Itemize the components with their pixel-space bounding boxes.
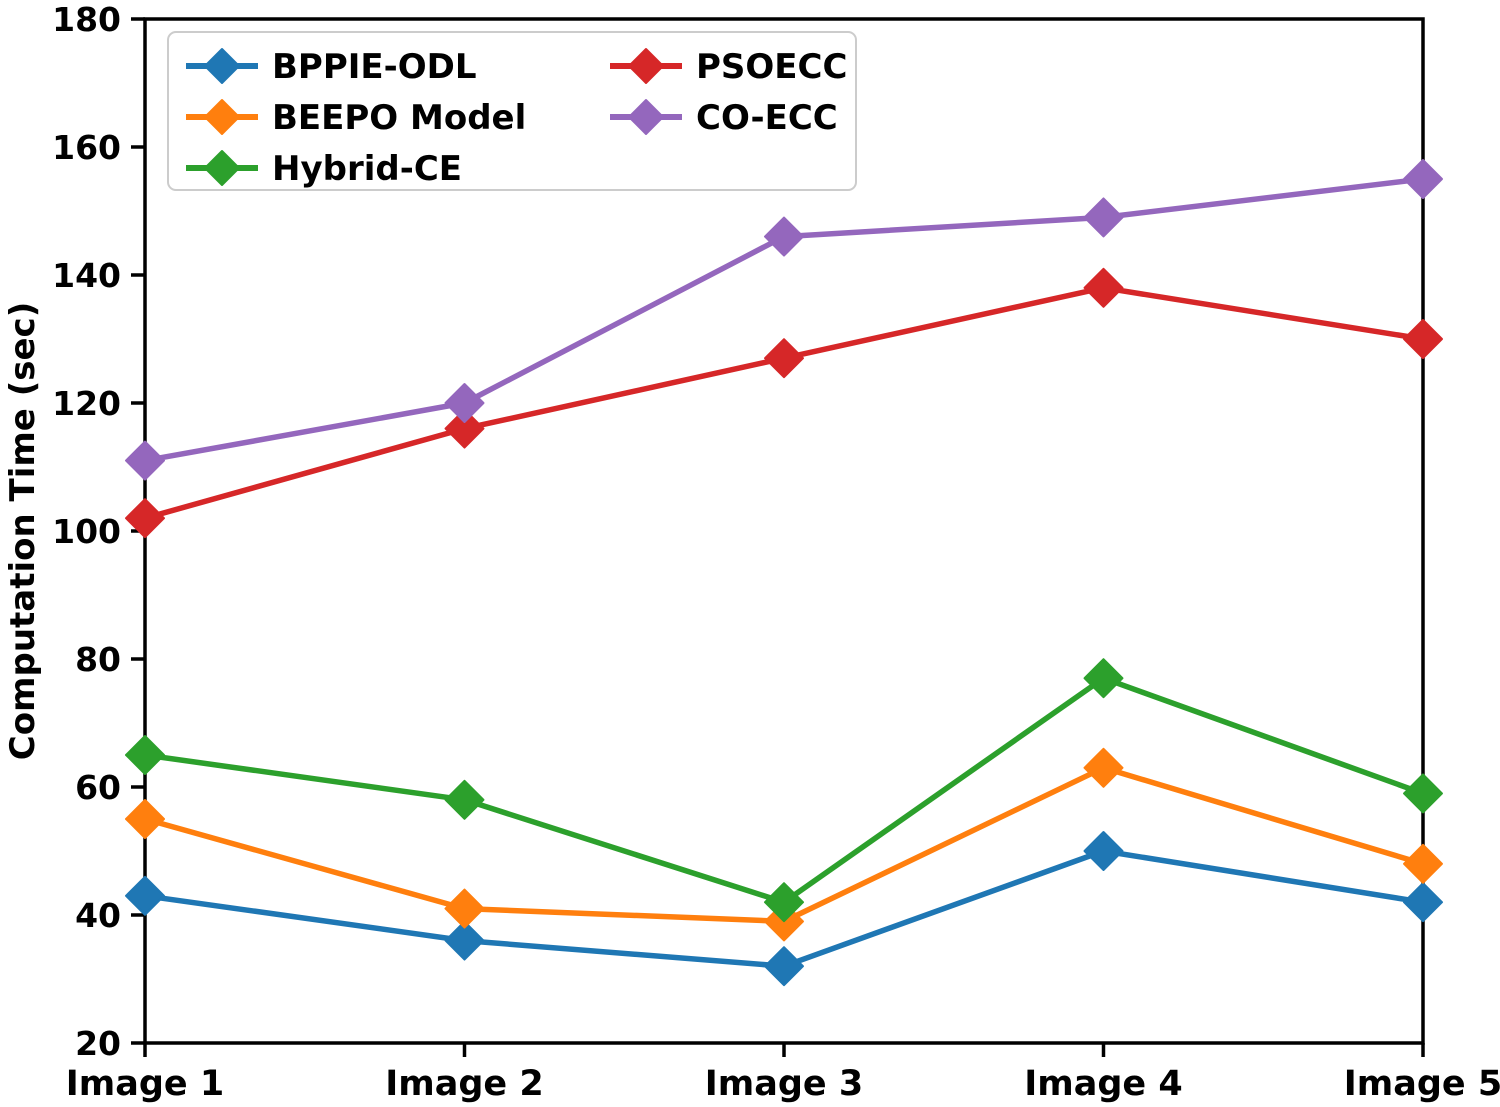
- series-marker-BEEPO Model: [1403, 843, 1443, 884]
- legend-marker-CO-ECC: [628, 99, 664, 135]
- series-marker-Hybrid-CE: [1403, 773, 1443, 814]
- legend-label-Hybrid-CE: Hybrid-CE: [272, 149, 462, 189]
- series-marker-CO-ECC: [1083, 197, 1124, 238]
- x-axis-tick-label: Image 2: [385, 1064, 543, 1104]
- x-axis-tick-label: Image 5: [1344, 1064, 1500, 1104]
- series-marker-BPPIE-ODL: [1403, 882, 1443, 923]
- y-axis-tick-label: 120: [52, 384, 121, 423]
- series-marker-PSOECC: [125, 498, 165, 539]
- series-marker-Hybrid-CE: [1083, 658, 1124, 699]
- y-axis-tick-label: 140: [52, 256, 121, 295]
- legend-label-BPPIE-ODL: BPPIE-ODL: [272, 47, 477, 87]
- legend-label-CO-ECC: CO-ECC: [696, 98, 838, 138]
- series-line-Hybrid-CE: [144, 675, 1424, 905]
- legend-marker-BPPIE-ODL: [204, 48, 240, 84]
- x-axis-tick-label: Image 1: [66, 1064, 224, 1104]
- x-axis-tick-label: Image 4: [1024, 1064, 1182, 1104]
- y-axis-title: Computation Time (sec): [3, 302, 43, 761]
- series-marker-Hybrid-CE: [444, 779, 485, 820]
- legend-marker-PSOECC: [628, 48, 664, 84]
- y-axis-tick-label: 80: [75, 640, 121, 679]
- series-marker-BPPIE-ODL: [444, 920, 485, 961]
- series-line-PSOECC: [144, 285, 1424, 521]
- y-axis-tick-label: 180: [52, 0, 121, 39]
- series-marker-PSOECC: [764, 338, 804, 379]
- series-marker-BPPIE-ODL: [125, 875, 165, 916]
- series-marker-CO-ECC: [764, 216, 804, 257]
- series-marker-BEEPO Model: [1083, 747, 1124, 788]
- series-marker-BEEPO Model: [125, 799, 165, 839]
- legend-marker-BEEPO Model: [204, 99, 240, 135]
- legend-label-PSOECC: PSOECC: [696, 47, 847, 87]
- y-axis-tick-label: 60: [75, 768, 121, 807]
- y-axis-tick-label: 20: [75, 1024, 121, 1063]
- series-marker-PSOECC: [444, 408, 485, 449]
- y-axis-tick-label: 40: [75, 896, 121, 935]
- legend-box: [167, 31, 857, 191]
- series-marker-CO-ECC: [444, 383, 485, 423]
- series-marker-CO-ECC: [1403, 159, 1443, 199]
- series-marker-BPPIE-ODL: [1083, 831, 1124, 871]
- series-marker-PSOECC: [1083, 267, 1124, 308]
- series-marker-Hybrid-CE: [764, 882, 804, 923]
- y-axis-tick-label: 160: [52, 128, 121, 167]
- x-axis-tick-label: Image 3: [705, 1064, 863, 1104]
- y-axis-tick-label: 100: [52, 512, 121, 551]
- legend-marker-Hybrid-CE: [204, 150, 240, 186]
- series-marker-PSOECC: [1403, 319, 1443, 359]
- series-marker-Hybrid-CE: [125, 735, 165, 775]
- series-marker-BEEPO Model: [444, 888, 485, 929]
- series-marker-BPPIE-ODL: [764, 946, 804, 987]
- legend-label-BEEPO Model: BEEPO Model: [272, 98, 526, 138]
- series-marker-CO-ECC: [125, 440, 165, 481]
